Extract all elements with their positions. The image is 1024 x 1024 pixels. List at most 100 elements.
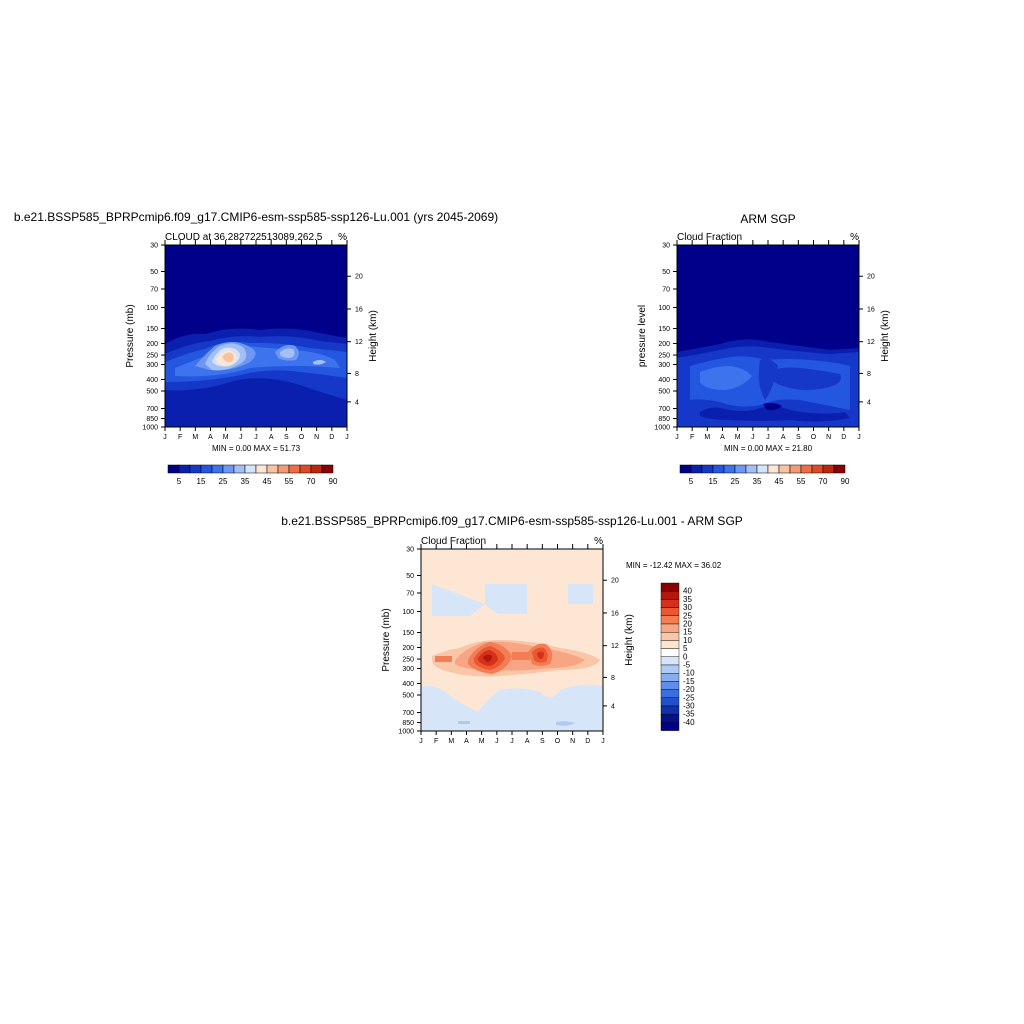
x-tick-label: D	[841, 434, 846, 441]
y-tick-label: 400	[402, 681, 414, 688]
y-tick-label: 850	[402, 720, 414, 727]
y-tick-label: 850	[146, 416, 158, 423]
colorbar-swatch	[822, 464, 835, 474]
height-tick-label: 12	[867, 339, 875, 346]
y-tick-label: 1000	[654, 425, 670, 432]
x-tick-label: M	[448, 738, 454, 745]
y-tick-label: 150	[658, 326, 670, 333]
colorbar-label: 0	[683, 652, 688, 661]
x-tick-label: M	[192, 434, 198, 441]
y-tick-label: 400	[658, 377, 670, 384]
colorbar-swatch	[233, 464, 246, 474]
colorbar-label: 35	[683, 595, 692, 604]
colorbar-swatch	[321, 464, 334, 474]
colorbar-swatch	[723, 464, 736, 474]
x-tick-label: A	[269, 434, 274, 441]
y-tick-label: 1000	[142, 425, 158, 432]
y-tick-label: 100	[402, 609, 414, 616]
y-tick-label: 700	[658, 406, 670, 413]
colorbar-swatch	[200, 464, 213, 474]
colorbar-label: 25	[731, 477, 740, 486]
colorbar-label: 5	[689, 477, 694, 486]
height-tick-label: 20	[355, 274, 363, 281]
x-tick-label: A	[781, 434, 786, 441]
colorbar-label: 45	[263, 477, 272, 486]
colorbar-label: -5	[683, 661, 691, 670]
x-tick-label: A	[464, 738, 469, 745]
colorbar-label: 70	[819, 477, 828, 486]
colorbar-swatch	[255, 464, 268, 474]
y-tick-label: 50	[406, 573, 414, 580]
y-tick-label: 100	[146, 305, 158, 312]
x-tick-label: J	[254, 434, 258, 441]
height-tick-label: 16	[867, 306, 875, 313]
panel-model-minmax: MIN = 0.00 MAX = 51.73	[212, 444, 301, 453]
y-tick-label: 850	[658, 416, 670, 423]
colorbar-swatch	[189, 464, 202, 474]
colorbar-label: -25	[683, 693, 695, 702]
colorbar-label: 5	[177, 477, 182, 486]
y-tick-label: 250	[402, 657, 414, 664]
colorbar-label: 45	[775, 477, 784, 486]
colorbar-swatch	[690, 464, 703, 474]
colorbar-label: 55	[285, 477, 294, 486]
y-tick-label: 250	[146, 353, 158, 360]
y-tick-label: 50	[150, 269, 158, 276]
y-tick-label: 200	[658, 341, 670, 348]
colorbar-label: -40	[683, 718, 695, 727]
x-tick-label: J	[857, 434, 861, 441]
x-tick-label: A	[208, 434, 213, 441]
x-tick-label: F	[434, 738, 438, 745]
colorbar-swatch	[778, 464, 791, 474]
panel-model-left-label: CLOUD at 36.282722513089,262.5	[165, 232, 323, 243]
panel-model-units: %	[338, 232, 347, 243]
x-tick-label: D	[585, 738, 590, 745]
panel-model-field	[165, 245, 347, 427]
y-tick-label: 500	[658, 389, 670, 396]
panel-model: b.e21.BSSP585_BPRPcmip6.f09_g17.CMIP6-es…	[14, 210, 498, 453]
height-tick-label: 8	[355, 371, 359, 378]
x-tick-label: F	[690, 434, 694, 441]
x-tick-label: J	[510, 738, 514, 745]
colorbar-swatch	[660, 681, 680, 690]
panel-obs-minmax: MIN = 0.00 MAX = 21.80	[724, 444, 813, 453]
x-tick-label: J	[495, 738, 499, 745]
y-tick-label: 30	[150, 243, 158, 250]
height-tick-label: 4	[611, 703, 615, 710]
colorbar-label: 15	[709, 477, 718, 486]
height-tick-label: 20	[867, 274, 875, 281]
colorbar-swatch	[266, 464, 279, 474]
colorbar-swatch	[811, 464, 824, 474]
colorbar-swatch	[660, 582, 680, 592]
colorbar-model: 5 15 25 35 45 55 70 90	[167, 464, 338, 486]
axes-layer: J F M A M J J A S O N D J305070100150200250300400500…	[142, 240, 875, 745]
panel-obs-axes: J F M A M J J A S O N D J 30 50 70 100 150 200 250 300 400 500…	[654, 240, 875, 441]
colorbar-swatch	[734, 464, 747, 474]
panel-diff-axes: J F M A M J J A S O N D J 30 50 70 100 150 200 250 300 400 500…	[398, 544, 619, 745]
colorbar-swatch	[660, 623, 680, 633]
x-tick-label: J	[419, 738, 423, 745]
colorbar-swatch	[167, 464, 180, 474]
colorbar-label: 70	[307, 477, 316, 486]
colorbar-swatch	[660, 607, 680, 616]
colorbar-label: 5	[683, 644, 688, 653]
x-tick-label: J	[601, 738, 605, 745]
x-tick-label: A	[525, 738, 530, 745]
x-tick-label: S	[540, 738, 545, 745]
x-tick-label: M	[223, 434, 229, 441]
colorbar-swatch	[660, 648, 680, 657]
x-tick-label: A	[720, 434, 725, 441]
colorbar-swatch	[745, 464, 758, 474]
x-tick-label: O	[811, 434, 817, 441]
height-tick-label: 8	[611, 675, 615, 682]
colorbar-label: -10	[683, 669, 695, 678]
colorbars: 5 15 25 35 45 55 70 90 5 15 25 35 45 55 70 904035302520…	[167, 464, 850, 731]
panel-model-ylabel: Pressure (mb)	[125, 304, 136, 367]
colorbar-swatch	[299, 464, 312, 474]
colorbar-swatch	[789, 464, 802, 474]
x-tick-label: F	[178, 434, 182, 441]
colorbar-swatch	[244, 464, 257, 474]
colorbar-label: 25	[219, 477, 228, 486]
